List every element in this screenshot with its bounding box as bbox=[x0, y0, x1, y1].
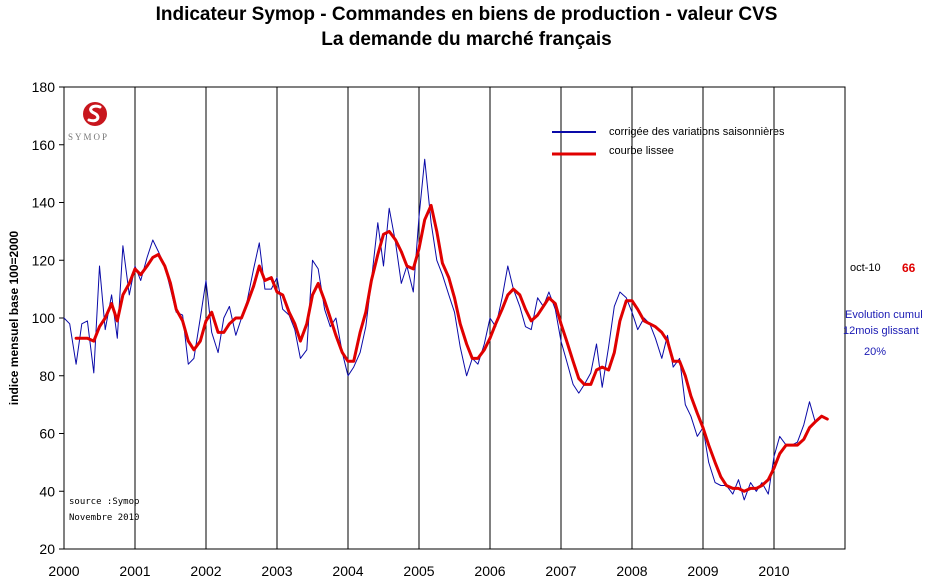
latest-month-label: oct-10 bbox=[850, 262, 881, 274]
x-tick-label: 2008 bbox=[616, 563, 647, 579]
x-tick-label: 2009 bbox=[687, 563, 718, 579]
x-tick-label: 2001 bbox=[119, 563, 150, 579]
source-date: Novembre 2010 bbox=[69, 513, 140, 523]
series-line-cvs bbox=[63, 158, 828, 501]
x-tick-label: 2000 bbox=[48, 563, 79, 579]
latest-month-value: 66 bbox=[902, 261, 916, 275]
evolution-value: 20% bbox=[864, 346, 887, 358]
x-tick-label: 2006 bbox=[474, 563, 505, 579]
x-tick-label: 2005 bbox=[403, 563, 434, 579]
y-tick-label: 20 bbox=[39, 541, 55, 557]
y-tick-label: 180 bbox=[32, 79, 56, 95]
y-tick-label: 140 bbox=[32, 195, 56, 211]
symop-logo bbox=[83, 102, 107, 126]
x-tick-label: 2003 bbox=[261, 563, 292, 579]
y-axis-label: indice mensuel base 100=2000 bbox=[7, 230, 21, 405]
legend: corrigée des variations saisonnières cou… bbox=[552, 126, 785, 157]
evolution-label-line1: Evolution cumul bbox=[845, 309, 923, 321]
chart-subtitle: La demande du marché français bbox=[321, 29, 612, 50]
legend-label-lissee: courbe lissee bbox=[609, 145, 674, 157]
y-tick-label: 80 bbox=[39, 368, 55, 384]
logo-wordmark: SYMOP bbox=[68, 132, 110, 142]
y-tick-label: 120 bbox=[32, 252, 56, 268]
legend-label-cvs: corrigée des variations saisonnières bbox=[609, 126, 785, 138]
evolution-label-line2: 12mois glissant bbox=[843, 325, 919, 337]
y-tick-label: 60 bbox=[39, 426, 55, 442]
x-tick-label: 2010 bbox=[758, 563, 789, 579]
source-text: source :Symop bbox=[69, 497, 140, 507]
y-tick-label: 160 bbox=[32, 137, 56, 153]
series-line-smoothed bbox=[74, 203, 829, 493]
x-tick-label: 2002 bbox=[190, 563, 221, 579]
y-tick-label: 40 bbox=[39, 483, 55, 499]
x-tick-label: 2007 bbox=[545, 563, 576, 579]
x-tick-label: 2004 bbox=[332, 563, 363, 579]
y-tick-label: 100 bbox=[32, 310, 56, 326]
chart-title: Indicateur Symop - Commandes en biens de… bbox=[155, 4, 778, 25]
